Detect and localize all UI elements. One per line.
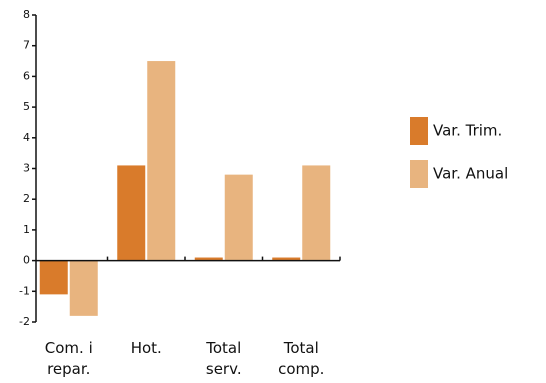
legend-label: Var. Trim.: [433, 122, 502, 140]
bar: [302, 165, 331, 261]
y-tick-label: -2: [19, 315, 30, 328]
y-tick-label: 5: [23, 100, 30, 113]
bar: [39, 260, 68, 295]
y-tick-label: 7: [23, 39, 30, 52]
bar: [117, 165, 146, 261]
legend-label: Var. Anual: [433, 165, 508, 183]
x-tick-label: Total serv.: [205, 339, 242, 378]
y-tick-label: 4: [23, 131, 30, 144]
y-tick-label: 8: [23, 8, 30, 21]
bar: [224, 174, 253, 261]
y-tick-label: 2: [23, 192, 30, 205]
bar: [147, 61, 176, 261]
x-tick-label: Hot.: [130, 339, 162, 357]
y-tick-label: 3: [23, 162, 30, 175]
bar: [194, 257, 223, 261]
bar: [69, 260, 98, 316]
bar: [272, 257, 301, 261]
x-tick-label: Com. i repar.: [44, 339, 93, 378]
y-tick-label: -1: [19, 284, 30, 297]
y-tick-label: 0: [23, 254, 30, 267]
legend-swatch: [410, 160, 428, 188]
y-tick-label: 1: [23, 223, 30, 236]
legend-swatch: [410, 117, 428, 145]
x-tick-label: Total comp.: [278, 339, 325, 378]
y-tick-label: 6: [23, 69, 30, 82]
